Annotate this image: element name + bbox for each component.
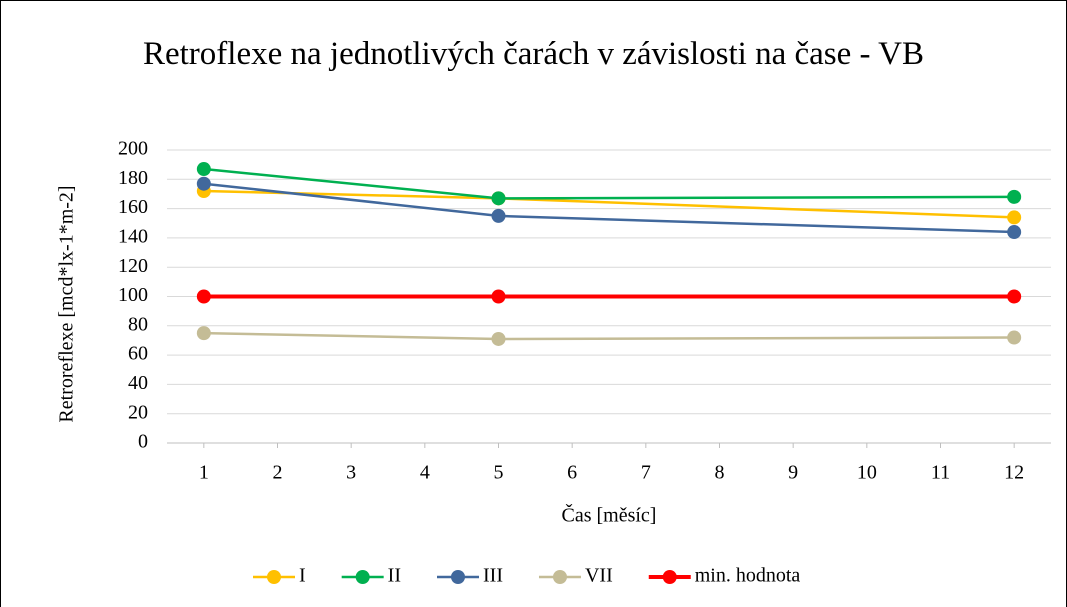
series-line [203,182,1015,234]
data-point [196,176,211,191]
y-axis-label: Retroreflexe [mcd*lx-1*m-2] [56,185,78,422]
data-point [491,331,506,346]
x-axis-label: Čas [měsíc] [562,503,657,527]
chart-title: Retroflexe na jednotlivých čarách v závi… [142,36,925,72]
y-tick-label: 140 [118,225,148,247]
y-tick-label: 100 [118,284,148,306]
data-point [196,326,211,341]
data-point [1007,330,1022,345]
y-tick-label: 200 [118,138,148,160]
y-tick-label: 80 [128,313,148,335]
x-tick-label: 12 [1004,462,1024,484]
data-point [1007,189,1022,204]
y-tick-label: 20 [128,401,148,423]
x-tick-label: 6 [567,462,577,484]
data-point [1007,225,1022,240]
y-tick-label: 120 [118,255,148,277]
legend-label: III [483,565,503,587]
legend-marker [355,570,370,584]
data-point [1007,210,1022,225]
x-tick-label: 9 [788,462,798,484]
series-line [203,189,1015,219]
y-tick-label: 40 [128,372,148,394]
x-tick-label: 10 [857,462,877,484]
x-tick-label: 3 [346,462,356,484]
data-point [196,289,211,304]
data-point [491,208,506,223]
legend-label: I [299,565,306,587]
x-tick-label: 8 [715,462,725,484]
y-tick-label: 160 [118,196,148,218]
x-tick-label: 7 [641,462,651,484]
legend-marker [662,570,677,584]
legend-label: VII [585,565,613,587]
x-tick-label: 4 [420,462,430,484]
data-point [196,162,211,177]
x-tick-label: 11 [931,462,950,484]
data-point [1007,289,1022,304]
legend-label: II [388,565,401,587]
y-tick-label: 0 [138,431,148,453]
data-point [491,289,506,304]
data-point [491,191,506,206]
y-tick-label: 60 [128,343,148,365]
legend-label: min. hodnota [695,565,801,587]
series-line [203,331,1015,341]
legend-marker [451,570,465,584]
y-tick-label: 180 [118,167,148,189]
x-tick-label: 5 [494,462,504,484]
legend-marker [267,570,281,584]
legend-marker [552,570,567,584]
x-tick-label: 2 [273,462,283,484]
x-tick-label: 1 [199,462,209,484]
